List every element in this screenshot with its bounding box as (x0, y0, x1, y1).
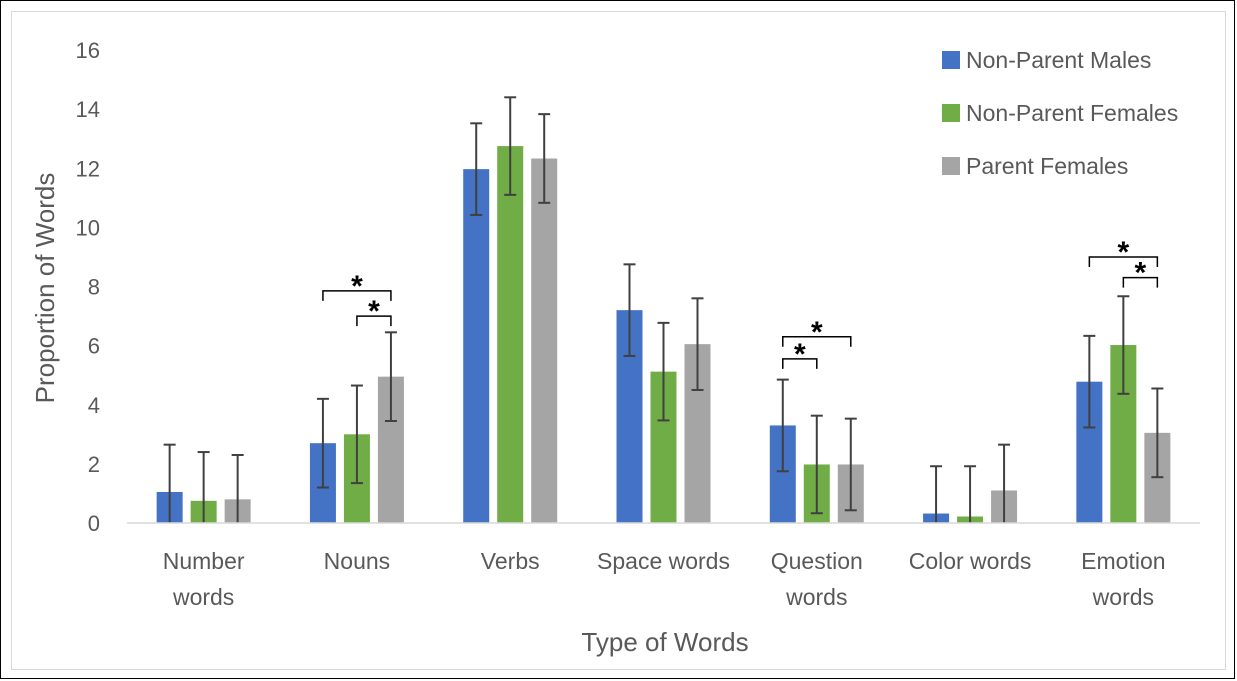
x-tick-label: words (785, 584, 847, 610)
legend-label: Non-Parent Females (966, 100, 1178, 126)
x-tick-label: words (172, 584, 234, 610)
significance-star: * (811, 316, 823, 349)
x-tick-label: Question (771, 548, 863, 574)
legend-swatch (942, 51, 960, 69)
y-tick-label: 8 (88, 275, 100, 300)
y-axis-title: Proportion of Words (30, 173, 60, 404)
x-tick-label: Space words (597, 548, 730, 574)
legend: Non-Parent Males Non-Parent Females Parent… (942, 47, 1178, 179)
y-tick-label: 4 (88, 393, 100, 418)
error-bars (163, 96, 1164, 523)
significance-star: * (1135, 257, 1147, 290)
significance-bracket (1122, 276, 1159, 288)
x-tick-label: Verbs (481, 548, 540, 574)
legend-label: Non-Parent Males (966, 47, 1151, 73)
y-tick-label: 16 (76, 38, 100, 63)
significance-bracket (782, 336, 852, 347)
bar (463, 169, 490, 523)
significance-annotations: ****** (322, 236, 1159, 371)
chart-area-border (11, 11, 1226, 670)
y-tick-label: 0 (88, 511, 100, 536)
y-axis-ticks: 0 2 4 6 8 10 12 14 16 (76, 38, 100, 536)
bars (156, 146, 1171, 523)
y-tick-label: 12 (76, 156, 100, 181)
x-tick-label: Number (163, 548, 245, 574)
significance-bracket (322, 290, 392, 301)
significance-star: * (368, 295, 380, 328)
x-tick-label: Nouns (324, 548, 390, 574)
bar (497, 146, 524, 523)
legend-swatch (942, 104, 960, 122)
significance-star: * (794, 338, 806, 371)
significance-star: * (351, 270, 363, 303)
x-axis-title: Type of Words (581, 627, 748, 657)
y-tick-label: 10 (76, 215, 100, 240)
significance-bracket (356, 315, 392, 327)
significance-star: * (1118, 236, 1130, 269)
y-tick-label: 6 (88, 334, 100, 359)
x-tick-label: Color words (909, 548, 1032, 574)
x-tick-label: words (1092, 584, 1154, 610)
bar (531, 158, 558, 523)
y-tick-label: 14 (76, 97, 100, 122)
x-axis-category-labels: Number words Nouns Verbs Space words Question… (163, 548, 1166, 610)
y-tick-label: 2 (88, 452, 100, 477)
significance-bracket (1088, 256, 1159, 267)
x-tick-label: Emotion (1081, 548, 1165, 574)
legend-swatch (942, 157, 960, 175)
legend-label: Parent Females (966, 153, 1128, 179)
significance-bracket (782, 358, 818, 369)
